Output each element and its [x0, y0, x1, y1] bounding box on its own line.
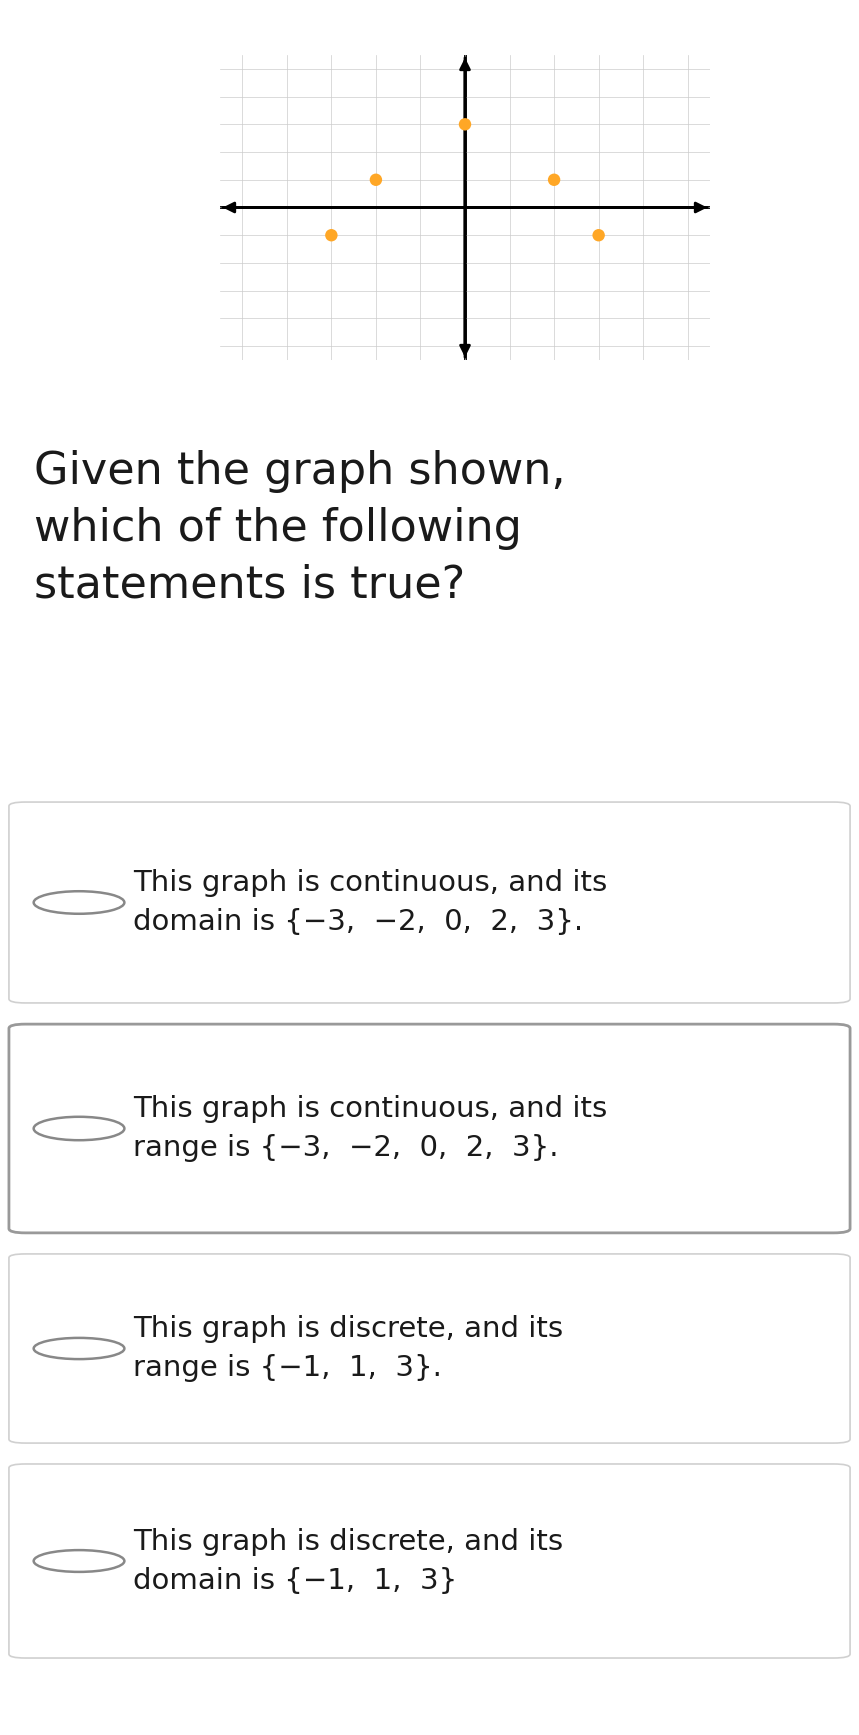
FancyBboxPatch shape — [9, 1254, 850, 1444]
FancyBboxPatch shape — [9, 1024, 850, 1234]
Point — [547, 167, 561, 194]
Text: This graph is continuous, and its
domain is {−3,  −2,  0,  2,  3}.: This graph is continuous, and its domain… — [132, 869, 606, 935]
Text: This graph is continuous, and its
range is {−3,  −2,  0,  2,  3}.: This graph is continuous, and its range … — [132, 1095, 606, 1162]
FancyBboxPatch shape — [9, 802, 850, 1003]
Point — [325, 222, 338, 250]
Point — [592, 222, 606, 250]
Point — [369, 167, 383, 194]
Text: This graph is discrete, and its
range is {−1,  1,  3}.: This graph is discrete, and its range is… — [132, 1315, 563, 1383]
FancyBboxPatch shape — [9, 1464, 850, 1659]
Text: Given the graph shown,
which of the following
statements is true?: Given the graph shown, which of the foll… — [34, 449, 566, 606]
Point — [458, 111, 472, 139]
Text: This graph is discrete, and its
domain is {−1,  1,  3}: This graph is discrete, and its domain i… — [132, 1527, 563, 1594]
